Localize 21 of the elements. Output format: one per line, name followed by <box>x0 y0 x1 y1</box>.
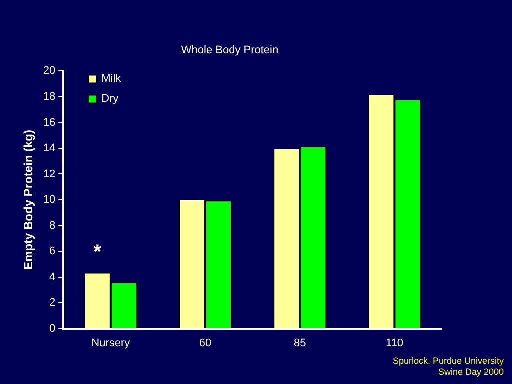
y-axis-title: Empty Body Protein (kg) <box>22 130 36 270</box>
annotation: * <box>94 241 102 264</box>
y-tick-label: 20 <box>43 65 56 78</box>
x-tick-label: 110 <box>386 337 404 350</box>
y-tick-label: 16 <box>43 116 56 129</box>
y-tick-label: 0 <box>50 322 56 335</box>
legend-label: Milk <box>102 73 122 86</box>
y-tick-label: 18 <box>43 90 56 103</box>
x-tick-label: 60 <box>199 337 212 350</box>
legend-label: Dry <box>102 93 120 106</box>
y-tick-label: 4 <box>50 271 56 284</box>
chart-title: Whole Body Protein <box>181 44 279 57</box>
y-tick-label: 2 <box>50 297 56 310</box>
x-tick-label: Nursery <box>92 337 131 350</box>
y-tick-label: 10 <box>43 194 56 206</box>
y-tick-label: 8 <box>50 220 56 232</box>
y-tick-label: 12 <box>43 168 56 180</box>
x-tick-label: 85 <box>294 337 306 350</box>
y-tick-label: 14 <box>43 142 56 155</box>
text: Spurlock, Purdue University Swine Day 2000 <box>392 356 504 378</box>
y-tick-label: 6 <box>50 246 56 258</box>
